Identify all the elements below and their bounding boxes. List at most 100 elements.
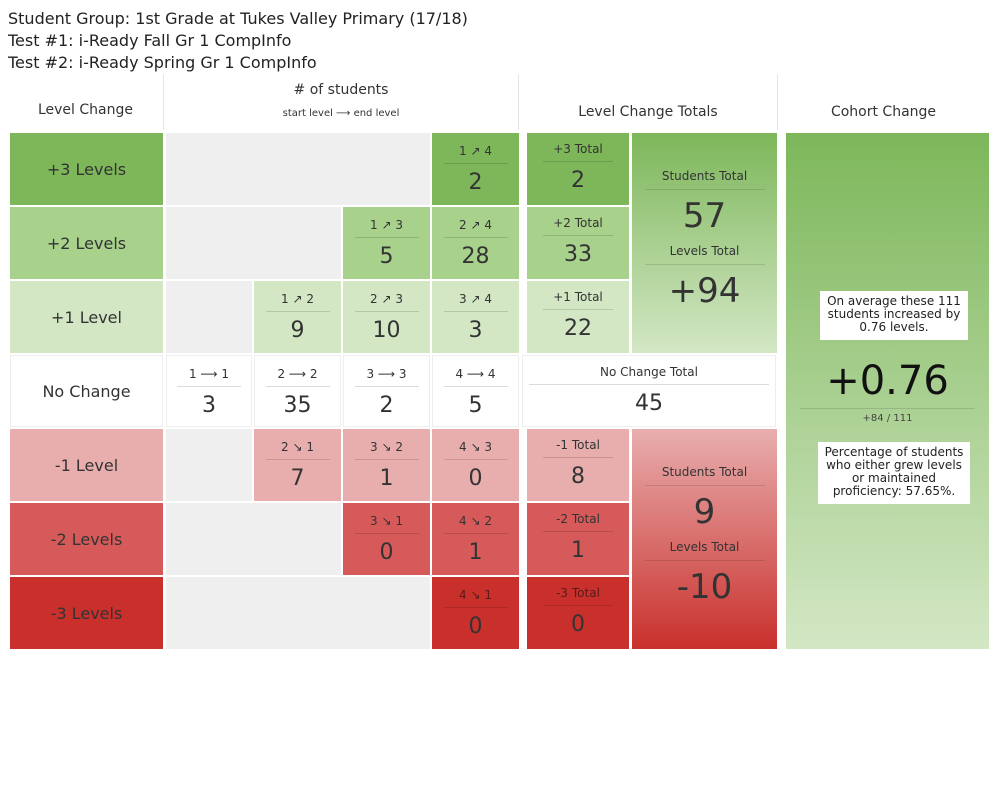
- cell-label: 4 ↘ 2: [459, 514, 492, 528]
- cell-3-to-4: 3 ↗ 4 3: [432, 281, 519, 353]
- total-value: 0: [571, 612, 585, 637]
- cell-label: 1 ⟶ 1: [188, 367, 230, 381]
- cell-4-to-3: 4 ↘ 3 0: [432, 429, 519, 501]
- cell-label: 3 ⟶ 3: [366, 367, 407, 381]
- cell-value: 28: [461, 244, 490, 269]
- cell-4-to-1: 4 ↘ 1 0: [432, 577, 519, 649]
- empty-cell: [166, 133, 430, 205]
- cell-2-to-3: 2 ↗ 3 10: [343, 281, 430, 353]
- down-students-value: 9: [693, 492, 716, 532]
- up-levels-label: Levels Total: [669, 244, 740, 258]
- totals-header: Level Change Totals: [519, 74, 778, 130]
- up-levels-value: +94: [668, 271, 741, 311]
- up-summary-panel: Students Total 57 Levels Total +94: [632, 133, 777, 353]
- cell-label: 4 ⟶ 4: [455, 367, 496, 381]
- cell-label: 3 ↘ 1: [370, 514, 403, 528]
- students-header: # of students start level ⟶ end level: [164, 74, 519, 130]
- cell-value: 35: [283, 393, 312, 418]
- test2-title: Test #2: i-Ready Spring Gr 1 CompInfo: [8, 53, 317, 72]
- cell-1-to-3: 1 ↗ 3 5: [343, 207, 430, 279]
- cell-value: 2: [379, 393, 394, 418]
- totals-header-label: Level Change Totals: [578, 104, 718, 120]
- row-label-minus1: -1 Level: [10, 429, 163, 501]
- total-label: +1 Total: [553, 290, 603, 304]
- total-label: +3 Total: [553, 142, 603, 156]
- cell-value: 3: [468, 318, 483, 343]
- students-header-sub: start level ⟶ end level: [282, 108, 400, 119]
- row-label-plus2: +2 Levels: [10, 207, 163, 279]
- total-plus1: +1 Total 22: [527, 281, 629, 353]
- total-value: 2: [571, 168, 585, 193]
- students-header-label: # of students: [293, 82, 389, 98]
- down-levels-value: -10: [676, 567, 733, 607]
- total-label: +2 Total: [553, 216, 603, 230]
- total-label: No Change Total: [600, 365, 698, 379]
- row-label-plus3: +3 Levels: [10, 133, 163, 205]
- cell-2-to-4: 2 ↗ 4 28: [432, 207, 519, 279]
- cohort-header: Cohort Change: [778, 74, 989, 130]
- cell-value: 0: [379, 540, 394, 565]
- cell-2-to-1: 2 ↘ 1 7: [254, 429, 341, 501]
- cell-value: 7: [290, 466, 305, 491]
- cell-4-to-2: 4 ↘ 2 1: [432, 503, 519, 575]
- row-label-minus3: -3 Levels: [10, 577, 163, 649]
- cell-label: 2 ↗ 3: [370, 292, 403, 306]
- row-label-nochange: No Change: [10, 355, 163, 427]
- cell-label: 1 ↗ 3: [370, 218, 403, 232]
- cell-value: 10: [372, 318, 401, 343]
- level-change-header-label: Level Change: [37, 102, 133, 118]
- cell-value: 2: [468, 170, 483, 195]
- cell-label: 4 ↘ 1: [459, 588, 492, 602]
- cell-label: 4 ↘ 3: [459, 440, 492, 454]
- total-label: -3 Total: [556, 586, 600, 600]
- cell-3-to-1: 3 ↘ 1 0: [343, 503, 430, 575]
- cell-2-to-2: 2 ⟶ 2 35: [254, 355, 341, 427]
- cell-value: 0: [468, 614, 483, 639]
- up-students-value: 57: [682, 196, 727, 236]
- row-label-plus1: +1 Level: [10, 281, 163, 353]
- empty-cell: [166, 503, 341, 575]
- cell-1-to-2: 1 ↗ 2 9: [254, 281, 341, 353]
- empty-cell: [166, 207, 341, 279]
- cohort-panel: On average these 111 students increased …: [786, 133, 989, 649]
- total-plus3: +3 Total 2: [527, 133, 629, 205]
- cell-label: 2 ↘ 1: [281, 440, 314, 454]
- total-value: 45: [635, 391, 663, 416]
- total-plus2: +2 Total 33: [527, 207, 629, 279]
- cohort-fraction: +84 / 111: [862, 413, 913, 424]
- cell-1-to-1: 1 ⟶ 1 3: [166, 355, 252, 427]
- cell-label: 3 ↗ 4: [459, 292, 492, 306]
- cell-value: 9: [290, 318, 305, 343]
- cell-label: 3 ↘ 2: [370, 440, 403, 454]
- cell-4-to-4: 4 ⟶ 4 5: [432, 355, 519, 427]
- total-minus3: -3 Total 0: [527, 577, 629, 649]
- cell-label: 1 ↗ 2: [281, 292, 314, 306]
- down-students-label: Students Total: [661, 465, 748, 479]
- empty-cell: [166, 577, 430, 649]
- up-students-label: Students Total: [661, 169, 748, 183]
- total-value: 8: [571, 464, 585, 489]
- cell-1-to-4: 1 ↗ 4 2: [432, 133, 519, 205]
- level-change-header: Level Change: [8, 74, 164, 130]
- total-nochange: No Change Total 45: [522, 355, 776, 427]
- cell-value: 1: [379, 466, 394, 491]
- total-label: -2 Total: [556, 512, 600, 526]
- cell-value: 5: [379, 244, 394, 269]
- cohort-header-label: Cohort Change: [830, 104, 937, 120]
- student-group-title: Student Group: 1st Grade at Tukes Valley…: [8, 9, 468, 28]
- cell-value: 5: [468, 393, 483, 418]
- total-minus1: -1 Total 8: [527, 429, 629, 501]
- cohort-value: +0.76: [826, 358, 949, 404]
- cell-3-to-3: 3 ⟶ 3 2: [343, 355, 430, 427]
- cell-label: 2 ↗ 4: [459, 218, 492, 232]
- cohort-divider: [800, 408, 975, 409]
- total-value: 33: [564, 242, 592, 267]
- down-summary-panel: Students Total 9 Levels Total -10: [632, 429, 777, 649]
- total-label: -1 Total: [556, 438, 600, 452]
- row-label-minus2: -2 Levels: [10, 503, 163, 575]
- down-levels-label: Levels Total: [669, 540, 740, 554]
- cohort-percentage-note: Percentage of students who either grew l…: [818, 442, 970, 504]
- total-minus2: -2 Total 1: [527, 503, 629, 575]
- total-value: 22: [564, 316, 592, 341]
- empty-cell: [166, 429, 252, 501]
